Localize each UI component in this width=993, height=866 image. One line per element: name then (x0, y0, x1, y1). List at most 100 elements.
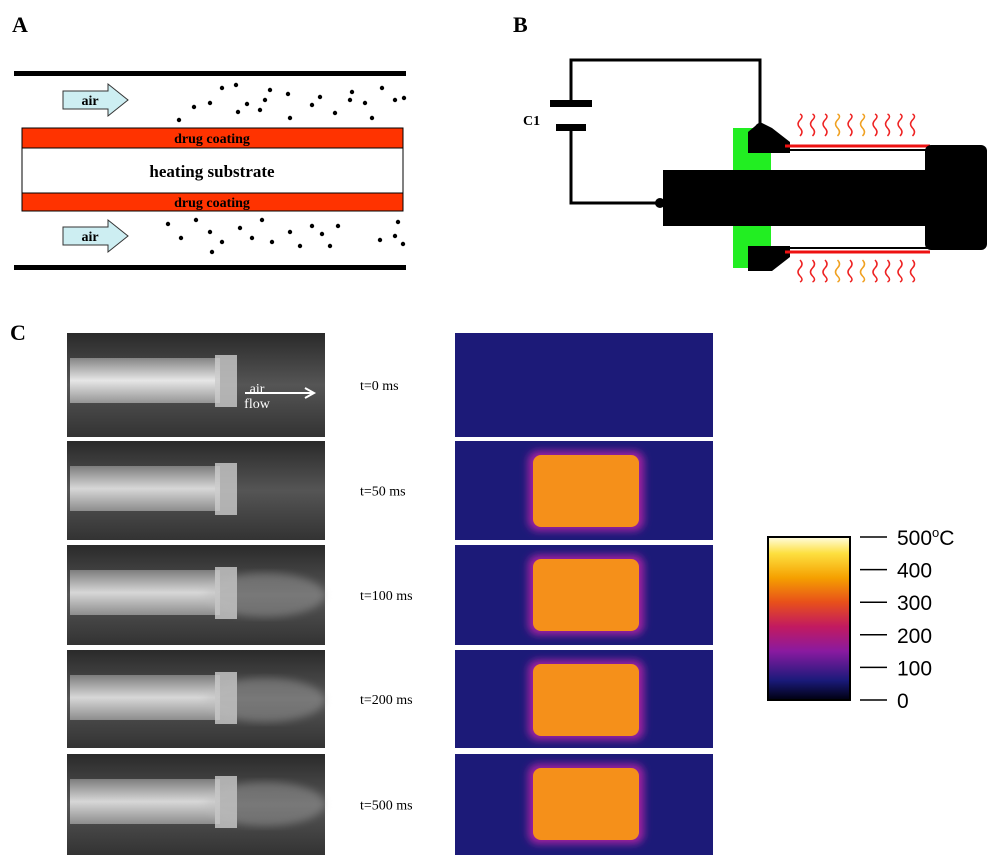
particle (401, 95, 407, 101)
colorbar (767, 536, 851, 701)
particle (317, 94, 323, 100)
time-label: t=0 ms (360, 379, 399, 394)
panel-label: B (513, 12, 528, 37)
air-arrow (62, 218, 129, 254)
tick-value: 200 (897, 625, 932, 648)
particle (207, 229, 213, 235)
particle (176, 117, 182, 123)
vapor-plume (205, 573, 325, 617)
tick-value: 500 (897, 527, 932, 550)
time-label: t=100 ms (360, 589, 413, 604)
heat-wave (822, 113, 828, 137)
image-row: t=0 ms (67, 333, 713, 437)
particle (287, 229, 293, 235)
particle (332, 110, 338, 116)
wire (569, 58, 762, 205)
coating (21, 192, 404, 212)
image-rows: t=0 ms t=50 ms t=100 ms t=200 ms t=500 ms (67, 333, 713, 855)
particle (219, 239, 225, 245)
particle (369, 115, 375, 121)
particle (377, 237, 383, 243)
junction (655, 198, 665, 208)
colorbar-tick-label: 400 (897, 560, 932, 583)
particle (349, 89, 355, 95)
colorbar-tick-label: 300 (897, 592, 932, 615)
hot-region (533, 455, 639, 527)
heat-wave (809, 113, 816, 137)
particle (395, 219, 401, 225)
heat-wave (797, 113, 803, 137)
panel-label: C (10, 320, 26, 345)
photo-cylinder (70, 675, 220, 720)
particle (335, 223, 341, 229)
particle (235, 109, 241, 115)
heat-wave (897, 259, 903, 283)
air-label: air (81, 230, 98, 245)
vapor-plume (205, 678, 325, 722)
particle (287, 115, 293, 121)
flow-label: flow (244, 397, 271, 412)
heat-wave (847, 259, 853, 283)
particle (249, 235, 255, 241)
heat-wave (834, 259, 841, 283)
heat-waves (797, 113, 916, 283)
particle (165, 221, 171, 227)
particle (178, 235, 184, 241)
heat-wave (909, 259, 916, 283)
particle (244, 101, 250, 107)
photo-cylinder (70, 570, 220, 615)
particle (267, 87, 273, 93)
particle (209, 249, 215, 255)
coating-label: drug coating (174, 132, 250, 147)
heat-wave (859, 113, 866, 137)
particle (392, 233, 398, 239)
image-row: t=200 ms (67, 650, 713, 748)
heat-wave (859, 259, 866, 283)
substrate (21, 147, 404, 194)
unit: C (939, 527, 954, 550)
particle (319, 231, 325, 237)
colorbar-tick-label: 0 (897, 690, 909, 713)
colorbar-tick-label: 500oC (897, 525, 954, 550)
particle (309, 102, 315, 108)
photo-cylinder (70, 466, 220, 511)
colorbar-ticks: 0 100 200 300 400 500oC (860, 525, 954, 713)
capacitor-plate (556, 124, 586, 131)
particle (400, 241, 406, 247)
particle (219, 85, 225, 91)
heat-wave (809, 259, 816, 283)
heat-wave (872, 259, 878, 283)
heat-wave (872, 113, 878, 137)
connector (748, 246, 790, 271)
particle (379, 85, 385, 91)
heat-wave (897, 113, 903, 137)
particle (327, 243, 333, 249)
image-row: t=50 ms (67, 441, 713, 540)
rod (663, 170, 933, 226)
tube-wall (14, 265, 406, 270)
tube-wall (14, 71, 406, 76)
end-cap (925, 145, 987, 250)
substrate-label: heating substrate (149, 162, 275, 181)
unit-superscript: o (932, 525, 939, 540)
heat-wave (834, 113, 841, 137)
time-label: t=200 ms (360, 693, 413, 708)
flow-label: air (250, 382, 265, 397)
air-label: air (81, 94, 98, 109)
heat-wave (847, 113, 853, 137)
hot-region (533, 664, 639, 736)
flow-arrow (245, 387, 317, 399)
particle (233, 82, 239, 88)
particle (269, 239, 275, 245)
time-label: t=500 ms (360, 799, 413, 814)
hot-region (533, 768, 639, 840)
particle (257, 107, 263, 113)
vapor-plume (205, 782, 325, 826)
photo-cap (215, 463, 237, 515)
panel-label: A (12, 12, 28, 37)
hot-region (533, 559, 639, 631)
coating-label: drug coating (174, 196, 250, 211)
particles (165, 82, 407, 255)
heat-wave (884, 113, 891, 137)
